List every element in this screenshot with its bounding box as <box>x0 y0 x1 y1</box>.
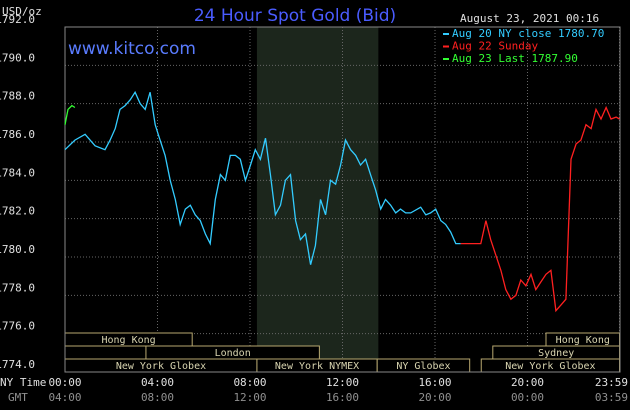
legend-label: Aug 22 Sunday <box>452 40 538 53</box>
chart-title: 24 Hour Spot Gold (Bid) <box>194 6 396 26</box>
site-label: www.kitco.com <box>68 39 196 59</box>
y-axis-label: USD/oz <box>2 5 42 18</box>
x2-tick-label: 00:00 <box>511 391 544 404</box>
x2-tick-label: 12:00 <box>233 391 266 404</box>
plot-frame <box>64 26 621 373</box>
highlight-band <box>256 27 379 372</box>
x-tick-label: 16:00 <box>418 376 451 389</box>
x-tick-label: 12:00 <box>326 376 359 389</box>
legend-label: Aug 23 Last 1787.90 <box>452 52 578 65</box>
y-tick-label: 1792.0 <box>0 13 35 26</box>
x-tick-label: 08:00 <box>233 376 266 389</box>
x-tick-label: 04:00 <box>141 376 174 389</box>
x2-tick-label: 20:00 <box>418 391 451 404</box>
legend-label: Aug 20 NY close 1780.70 <box>452 27 604 40</box>
series-line <box>64 90 461 265</box>
x2-tick-label: 16:00 <box>326 391 359 404</box>
y-tick-label: 1776.0 <box>0 320 35 333</box>
session-label: NY Globex <box>396 361 450 372</box>
session-label: Sydney <box>538 348 574 359</box>
x2-tick-label: 08:00 <box>141 391 174 404</box>
y-tick-label: 1786.0 <box>0 128 35 141</box>
session-label: New York Globex <box>116 361 206 372</box>
y-tick-label: 1790.0 <box>0 51 35 64</box>
x-tick-label: 00:00 <box>48 376 81 389</box>
y-tick-label: 1778.0 <box>0 281 35 294</box>
x2-tick-label: 03:59 <box>595 391 628 404</box>
series-line <box>64 104 76 125</box>
x-tick-label: 20:00 <box>511 376 544 389</box>
y-tick-label: 1784.0 <box>0 166 35 179</box>
series-line <box>460 105 620 313</box>
plot-layer <box>64 26 621 373</box>
y-tick-label: 1774.0 <box>0 358 35 371</box>
x2-axis-label: GMT <box>8 391 28 404</box>
session-label: London <box>215 348 251 359</box>
session-label: Hong Kong <box>556 335 610 346</box>
session-label: New York NYMEX <box>275 361 359 372</box>
x-tick-label: 23:59 <box>595 376 628 389</box>
x-axis-label: NY Time <box>0 376 46 389</box>
session-label: New York Globex <box>505 361 595 372</box>
y-tick-label: 1780.0 <box>0 243 35 256</box>
chart-date: August 23, 2021 00:16 <box>460 12 599 25</box>
x2-tick-label: 04:00 <box>48 391 81 404</box>
session-label: Hong Kong <box>102 335 156 346</box>
y-tick-label: 1782.0 <box>0 205 35 218</box>
y-tick-label: 1788.0 <box>0 90 35 103</box>
